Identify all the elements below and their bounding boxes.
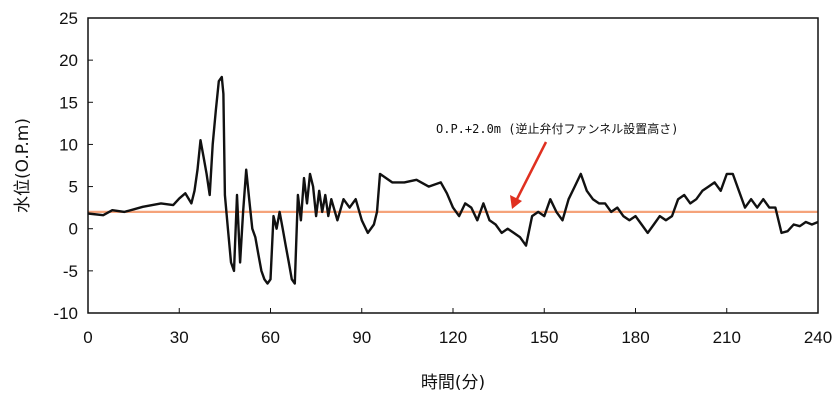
x-tick-label: 240 <box>804 328 832 347</box>
annotation-arrowhead <box>510 195 522 209</box>
x-tick-label: 180 <box>621 328 649 347</box>
reference-line-annotation: O.P.+2.0m (逆止弁付ファンネル設置高さ) <box>436 121 678 136</box>
x-tick-label: 0 <box>83 328 92 347</box>
x-tick-label: 60 <box>261 328 280 347</box>
y-tick-label: 0 <box>69 220 78 239</box>
y-tick-label: -10 <box>53 304 78 323</box>
x-tick-label: 90 <box>352 328 371 347</box>
x-tick-label: 210 <box>713 328 741 347</box>
y-axis-label: 水位(O.P.m) <box>13 118 33 213</box>
x-axis-label: 時間(分) <box>421 373 485 393</box>
series-layer <box>87 75 819 285</box>
y-tick-label: 20 <box>59 51 78 70</box>
annotation-arrow <box>514 141 548 202</box>
water-level-line <box>87 75 819 285</box>
y-tick-label: 10 <box>59 135 78 154</box>
y-tick-label: -5 <box>63 262 78 281</box>
x-tick-label: 120 <box>439 328 467 347</box>
x-tick-label: 30 <box>170 328 189 347</box>
plot-frame <box>87 17 819 314</box>
y-tick-label: 5 <box>69 178 78 197</box>
y-tick-label: 25 <box>59 9 78 28</box>
x-tick-label: 150 <box>530 328 558 347</box>
tick-labels: -10 -5 0 5 10 15 20 25 0 30 60 90 120 150 180 210 240 <box>53 9 832 347</box>
y-tick-label: 15 <box>59 93 78 112</box>
